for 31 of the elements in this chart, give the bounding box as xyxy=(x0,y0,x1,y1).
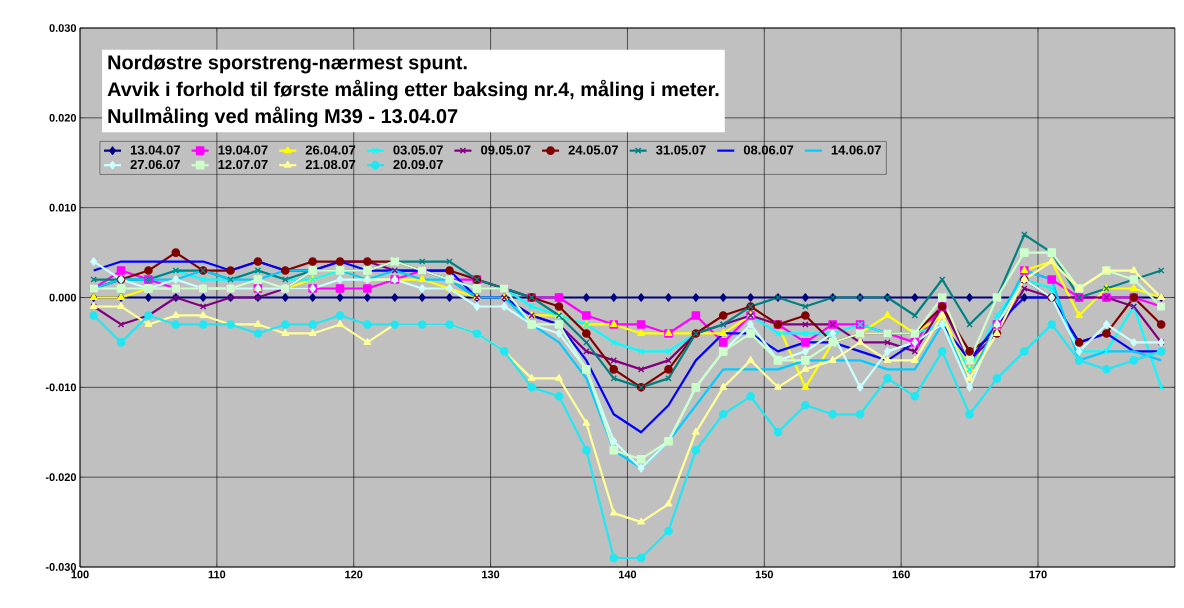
legend-label: 09.05.07 xyxy=(481,145,531,155)
text: Avvik i forhold til første måling etter baksing nr.4, måling i meter. xyxy=(107,79,719,101)
x-tick-label: 100 xyxy=(71,570,89,579)
legend-label: 14.06.07 xyxy=(831,145,881,155)
legend-label: 08.06.07 xyxy=(743,145,794,155)
legend-label: 12.07.07 xyxy=(218,159,268,170)
y-tick-label: 0.000 xyxy=(49,293,77,302)
x-tick-label: 110 xyxy=(208,570,226,579)
legend-label: 03.05.07 xyxy=(393,145,443,155)
y-tick-label: 0.010 xyxy=(49,203,77,212)
legend-label: 27.06.07 xyxy=(130,159,180,170)
y-tick-label: -0.010 xyxy=(45,383,77,392)
x-tick-label: 120 xyxy=(345,570,363,579)
y-tick-label: -0.030 xyxy=(45,563,77,571)
annotation: Nullmåling ved måling M39 - 13.04.07 xyxy=(108,106,458,128)
legend-label: 26.04.07 xyxy=(305,145,356,155)
x-tick-label: 170 xyxy=(1029,570,1047,579)
text: Nordøstre sporstreng-nærmest spunt. xyxy=(108,54,467,74)
x-tick-label: 150 xyxy=(755,570,773,579)
x-tick-label: 130 xyxy=(482,570,500,579)
x-tick-label: 140 xyxy=(618,570,637,579)
legend-label: 24.05.07 xyxy=(568,145,618,155)
y-tick-label: 0.020 xyxy=(49,113,77,122)
x-tick-label: 160 xyxy=(892,570,910,579)
legend-label: 13.04.07 xyxy=(130,145,180,155)
legend-label: 31.05.07 xyxy=(656,145,706,155)
y-tick-label: 0.030 xyxy=(49,24,77,32)
legend-label: 20.09.07 xyxy=(393,159,443,170)
y-tick-label: -0.020 xyxy=(45,473,77,482)
legend-label: 19.04.07 xyxy=(218,145,268,155)
legend-label: 21.08.07 xyxy=(305,159,356,170)
